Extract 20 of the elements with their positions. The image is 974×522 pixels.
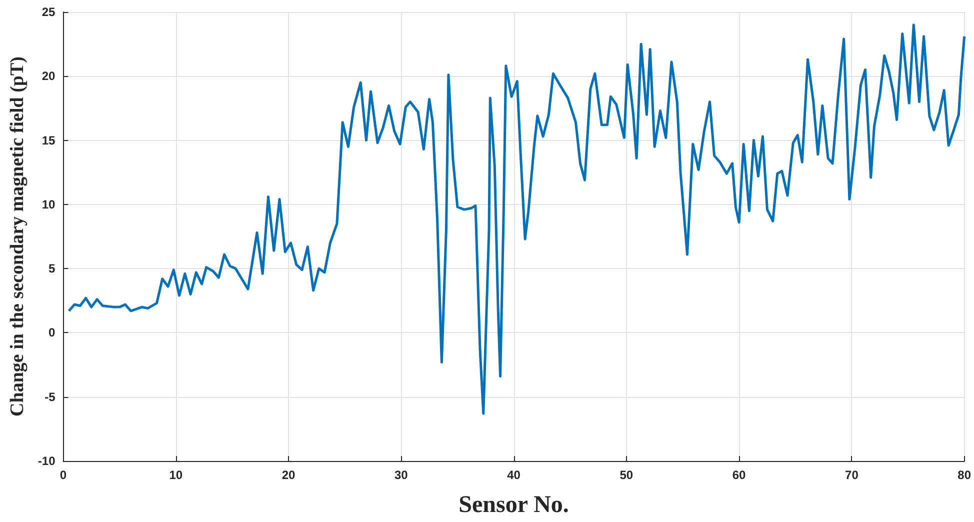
y-tick-label: -10 xyxy=(38,454,56,468)
x-tick-label: 30 xyxy=(394,468,408,482)
line-series xyxy=(68,24,966,415)
y-tick-label: 20 xyxy=(42,69,56,84)
x-tick-label: 70 xyxy=(845,468,859,482)
x-tick-label: 50 xyxy=(620,468,634,482)
y-tick-label: 10 xyxy=(42,197,56,212)
y-tick-label: -5 xyxy=(44,390,56,404)
y-tick-label: 25 xyxy=(42,5,56,19)
y-tick-label: 15 xyxy=(42,133,56,148)
x-tick-label: 80 xyxy=(958,468,972,482)
x-tick-label: 10 xyxy=(169,468,183,482)
y-axis-title: Change in the secondary magnetic field (pT) xyxy=(7,56,28,416)
x-tick-label: 40 xyxy=(507,468,521,482)
x-tick-label: 20 xyxy=(282,468,296,482)
x-axis-title: Sensor No. xyxy=(458,492,569,518)
x-tick-label: 60 xyxy=(732,468,746,482)
y-tick-label: 0 xyxy=(48,326,56,340)
y-tick-label: 5 xyxy=(48,262,56,276)
x-tick-label: 0 xyxy=(60,468,67,482)
